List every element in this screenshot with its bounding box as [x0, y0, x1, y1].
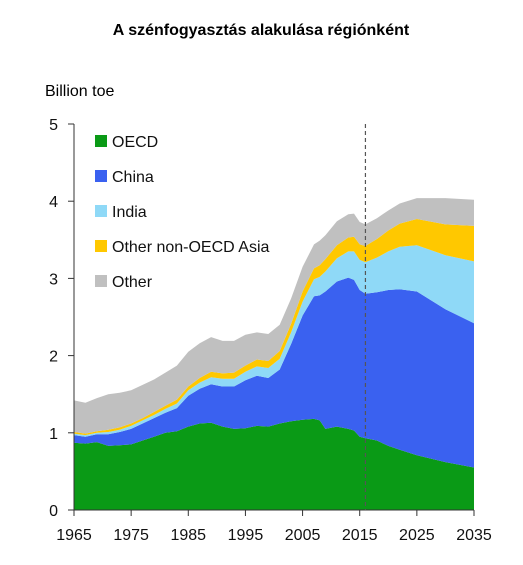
area-other [74, 198, 474, 434]
y-axis-label: Billion toe [45, 83, 114, 100]
x-tick-label: 1985 [170, 527, 206, 544]
x-tick-label: 1995 [228, 527, 264, 544]
legend-swatch [95, 170, 107, 182]
x-tick-label: 2005 [285, 527, 321, 544]
legend-swatch [95, 275, 107, 287]
x-tick-label: 1975 [113, 527, 149, 544]
legend-swatch [95, 240, 107, 252]
area-other-non-oecd-asia [74, 219, 474, 436]
y-tick-label: 0 [49, 503, 58, 520]
area-oecd [74, 418, 474, 510]
legend-swatch [95, 205, 107, 217]
x-tick-label: 2035 [456, 527, 492, 544]
y-tick-label: 5 [49, 117, 58, 134]
x-tick-label: 1965 [56, 527, 92, 544]
legend-label: India [112, 204, 147, 221]
chart-title: A szénfogyasztás alakulása régiónként [113, 22, 410, 39]
x-tick-label: 2015 [342, 527, 378, 544]
legend-label: Other [112, 274, 153, 291]
area-india [74, 245, 474, 437]
x-tick-label: 2025 [399, 527, 435, 544]
y-tick-label: 1 [49, 426, 58, 443]
legend-label: OECD [112, 134, 158, 151]
y-tick-label: 3 [49, 271, 58, 288]
area-china [74, 277, 474, 468]
axes: 0 1 2 3 4 5 1965 1975 1985 1995 2005 2015 2025 2035 [49, 117, 492, 544]
stacked-areas [74, 198, 474, 510]
legend-label: China [112, 169, 154, 186]
legend: OECD China India Other non-OECD Asia Other [95, 134, 270, 291]
y-tick-label: 4 [49, 194, 58, 211]
legend-swatch [95, 135, 107, 147]
y-tick-label: 2 [49, 349, 58, 366]
legend-label: Other non-OECD Asia [112, 239, 270, 256]
